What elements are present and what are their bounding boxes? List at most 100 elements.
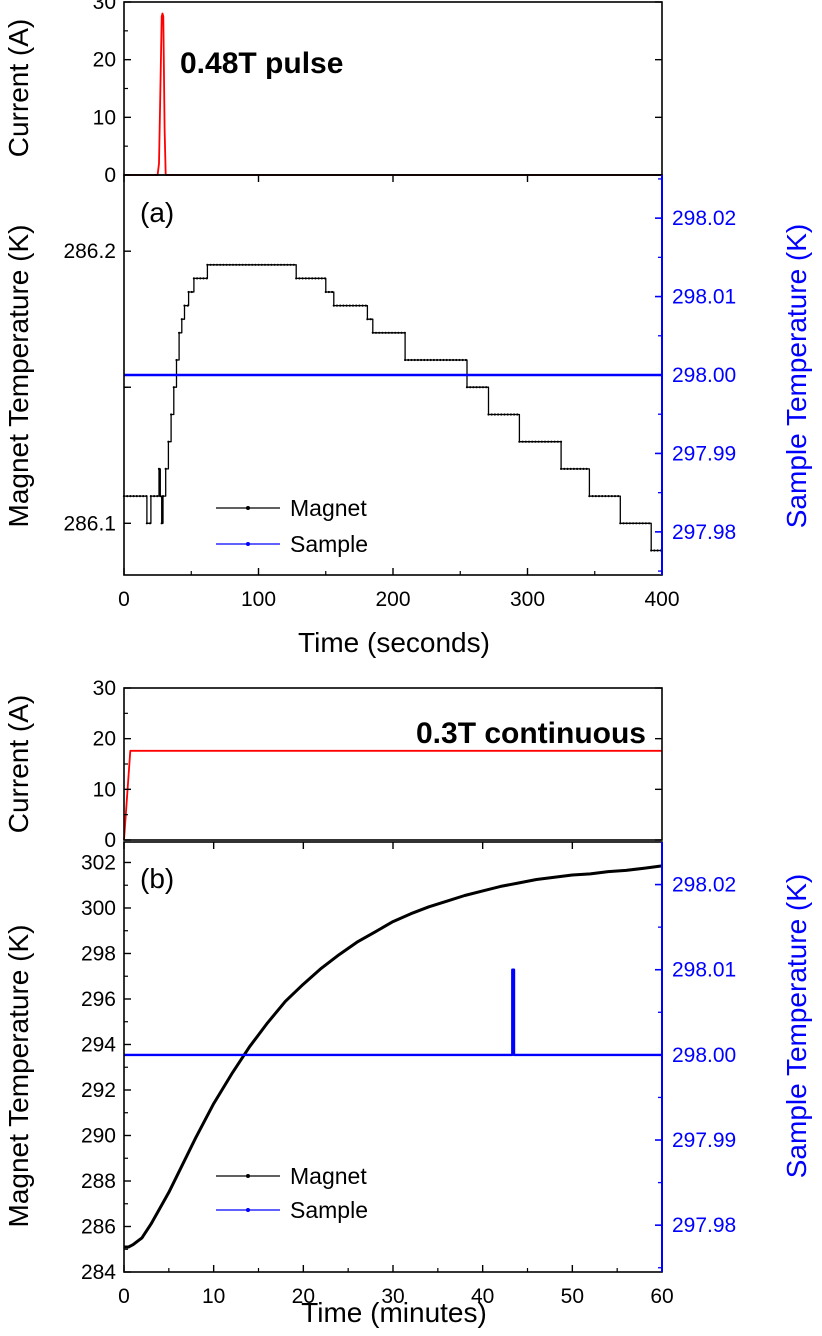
current-series-line <box>123 749 662 841</box>
magnet-data-point <box>490 413 493 416</box>
magnet-data-point <box>342 304 345 307</box>
magnet-data-point <box>149 495 152 498</box>
magnet-data-point <box>180 318 183 321</box>
magnet-data-point <box>178 331 181 334</box>
magnet-data-point <box>497 413 500 416</box>
magnet-data-point <box>448 358 451 362</box>
y-tick-label: 30 <box>93 0 116 14</box>
magnet-data-point <box>413 358 416 362</box>
x-tick-label: 40 <box>471 1285 494 1308</box>
panel-a-current-frame <box>123 1 663 176</box>
magnet-data-point <box>251 263 254 266</box>
panel-b-ylabel: Magnet Temperature (K) <box>3 925 34 1228</box>
magnet-data-point <box>656 549 659 552</box>
magnet-data-point <box>404 358 407 362</box>
magnet-data-point <box>455 358 458 362</box>
magnet-data-point <box>222 263 225 266</box>
panel-b-xlabel: Time (minutes) <box>301 1297 487 1328</box>
magnet-data-point <box>149 522 152 525</box>
magnet-data-point <box>339 304 342 307</box>
y-tick-label: 0 <box>104 829 116 852</box>
magnet-data-point <box>527 440 531 443</box>
panel-b-temperature-series <box>124 864 663 1249</box>
magnet-data-point <box>543 440 547 443</box>
y-tick-label: 10 <box>93 106 116 129</box>
magnet-data-point <box>187 290 190 294</box>
magnet-data-point <box>138 495 142 498</box>
magnet-data-point <box>461 358 464 362</box>
magnet-data-point <box>159 495 162 498</box>
panel-a-legend-magnet-label: Magnet <box>290 495 367 521</box>
y-tick-label: 20 <box>93 728 116 751</box>
magnet-data-point <box>635 522 638 525</box>
magnet-data-point <box>547 440 550 443</box>
panel-a-legend-sample-marker <box>246 542 250 546</box>
panel-b-current-ticks: 0 10 20 30 <box>93 677 662 852</box>
y2-tick-label: 298.02 <box>672 874 736 897</box>
magnet-data-point <box>301 277 304 280</box>
panel-a-current-series <box>124 12 662 176</box>
panel-a-legend-magnet-marker <box>246 506 250 510</box>
y2-tick-label: 298.00 <box>672 1044 736 1067</box>
magnet-data-point <box>190 290 193 294</box>
magnet-data-point <box>534 440 537 443</box>
magnet-data-point <box>378 331 381 334</box>
magnet-data-point <box>493 413 496 416</box>
magnet-data-point <box>384 331 387 334</box>
x-tick-label: 50 <box>561 1285 584 1308</box>
magnet-data-point <box>500 413 503 416</box>
magnet-data-point <box>607 495 610 498</box>
magnet-data-point <box>374 331 378 334</box>
x-tick-label: 100 <box>241 588 276 611</box>
magnet-data-point <box>632 522 635 525</box>
magnet-data-point <box>625 522 628 525</box>
magnet-data-point <box>160 522 163 525</box>
magnet-data-point <box>304 277 307 280</box>
magnet-data-point <box>235 263 238 266</box>
magnet-data-point <box>153 495 156 498</box>
magnet-data-point <box>371 331 374 334</box>
magnet-data-point <box>247 263 251 266</box>
magnet-data-point <box>610 495 613 498</box>
magnet-data-point <box>503 413 506 416</box>
magnet-data-point <box>199 277 202 280</box>
magnet-data-point <box>142 495 145 498</box>
current-series-line <box>124 12 662 176</box>
panel-b-temperature-ticks: 0 10 20 30 40 50 60 284 286 288 290 292 294 296 298 300… <box>81 842 736 1308</box>
magnet-data-point <box>331 290 334 294</box>
magnet-data-point <box>410 358 413 362</box>
magnet-data-point <box>186 304 189 307</box>
magnet-data-point <box>161 495 165 498</box>
magnet-data-point <box>465 386 469 389</box>
magnet-data-point <box>286 263 289 266</box>
magnet-data-point <box>156 495 159 498</box>
panel-b-y2label: Sample Temperature (K) <box>781 874 812 1179</box>
y-tick-label: 294 <box>81 1033 116 1056</box>
panel-a-ylabel: Magnet Temperature (K) <box>3 225 34 528</box>
magnet-data-point <box>464 358 467 362</box>
magnet-data-point <box>394 331 397 334</box>
panel-a-current-ylabel: Current (A) <box>3 19 34 157</box>
magnet-data-point <box>458 358 461 362</box>
magnet-data-point <box>506 413 509 416</box>
magnet-data-point <box>196 277 199 280</box>
panel-a-legend: Magnet Sample <box>216 495 368 557</box>
magnet-data-point <box>381 331 384 334</box>
panel-a-y2label: Sample Temperature (K) <box>781 224 812 529</box>
magnet-data-point <box>355 304 358 307</box>
magnet-data-point <box>591 495 594 498</box>
panel-b-legend: Magnet Sample <box>216 1163 368 1223</box>
magnet-data-point <box>569 467 572 470</box>
magnet-data-point <box>351 304 355 307</box>
panel-b-label: (b) <box>140 863 174 894</box>
magnet-data-point <box>426 358 429 362</box>
magnet-data-point <box>369 318 372 321</box>
magnet-data-point <box>126 495 129 498</box>
magnet-data-point <box>228 263 231 266</box>
magnet-data-point <box>170 413 173 416</box>
magnet-data-point <box>283 263 286 266</box>
panel-a-annotation: 0.48T pulse <box>180 47 343 80</box>
magnet-data-point <box>487 413 490 416</box>
y2-tick-label: 298.00 <box>672 364 736 387</box>
magnet-data-point <box>604 495 607 498</box>
